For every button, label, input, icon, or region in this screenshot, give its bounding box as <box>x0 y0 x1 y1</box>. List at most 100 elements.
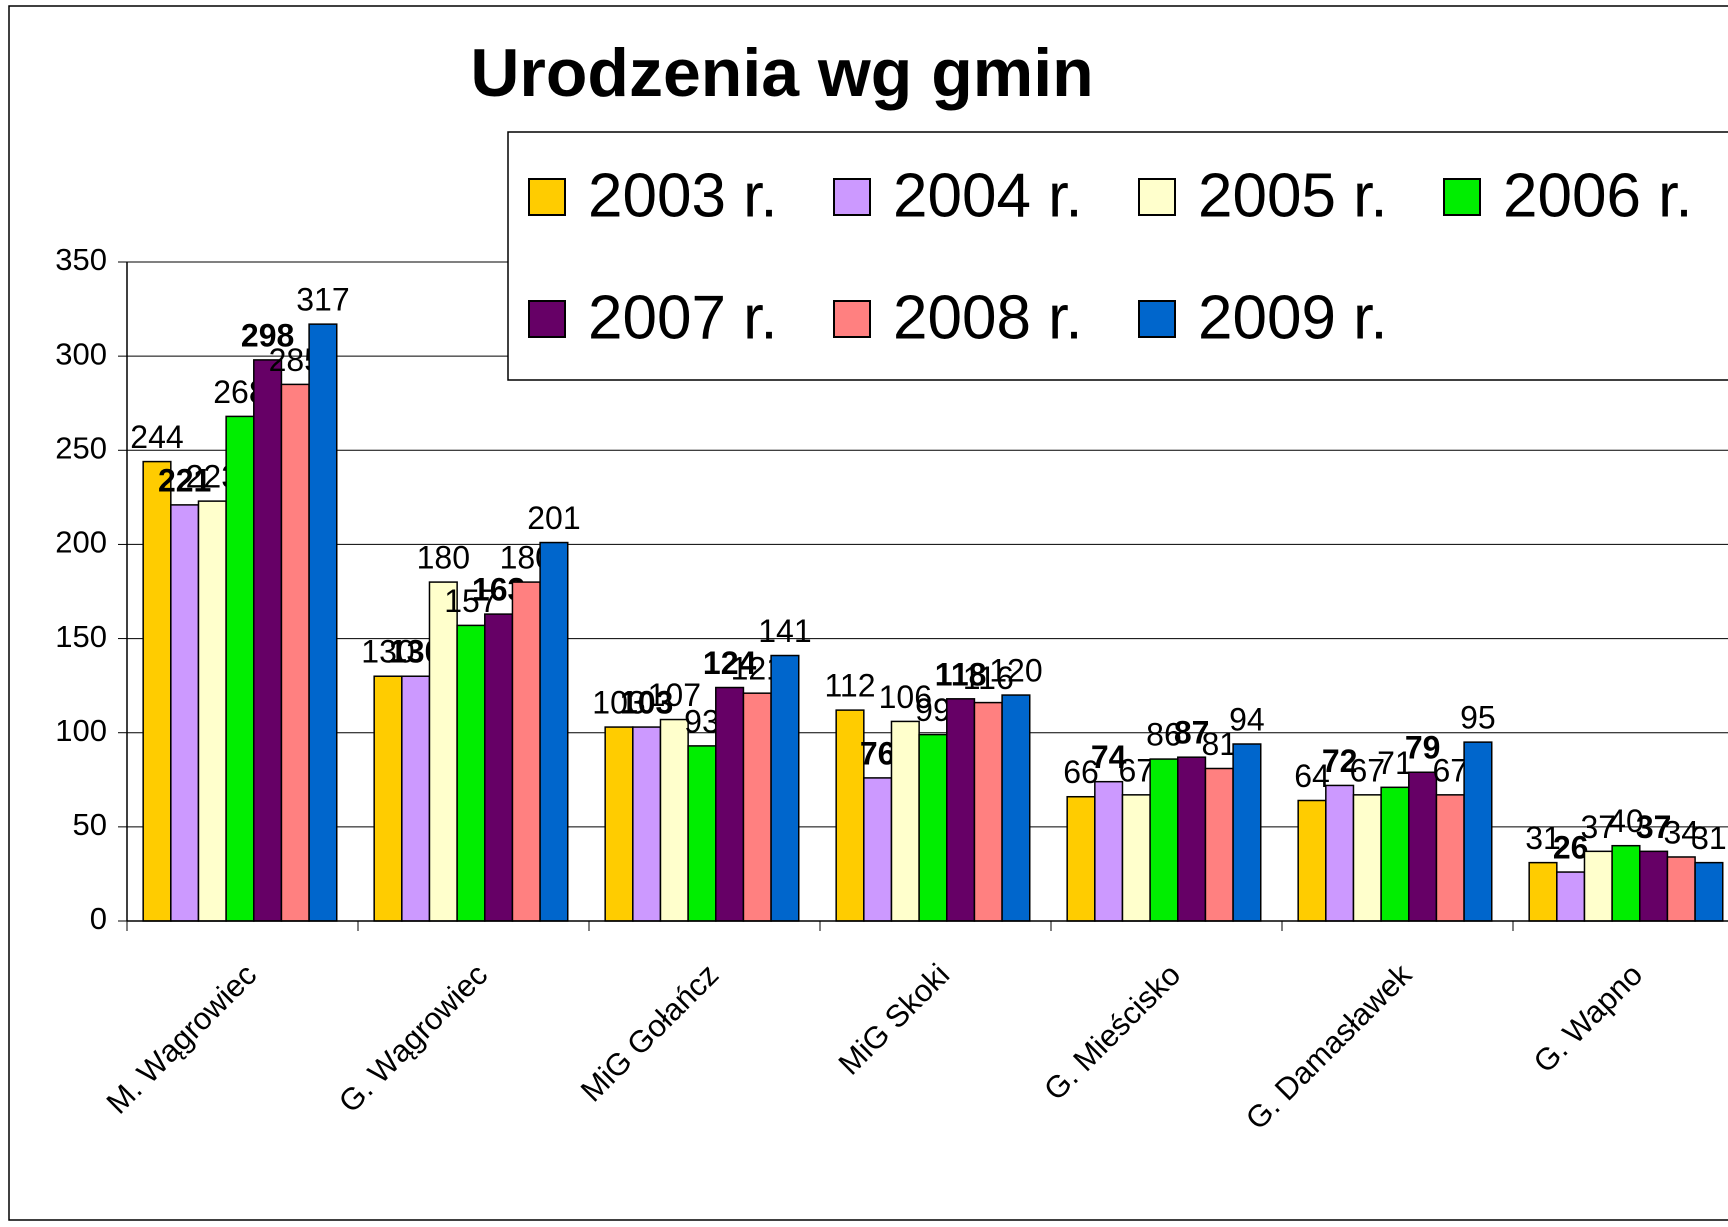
legend-swatch <box>833 300 871 338</box>
data-label: 67 <box>1432 752 1468 788</box>
legend-swatch <box>833 178 871 216</box>
data-label: 31 <box>1525 820 1561 856</box>
bar <box>1204 767 1234 922</box>
bar <box>1352 794 1382 922</box>
bar <box>1149 758 1179 922</box>
legend-label: 2007 r. <box>588 283 778 352</box>
data-label: 76 <box>860 735 896 771</box>
bar <box>946 698 976 922</box>
data-label: 67 <box>1350 752 1386 788</box>
bar <box>456 624 486 922</box>
data-label: 103 <box>592 685 645 721</box>
data-label: 72 <box>1322 743 1358 779</box>
bar <box>280 383 310 922</box>
y-tick-label: 0 <box>90 901 107 936</box>
data-label: 103 <box>620 685 673 721</box>
bar <box>1325 784 1355 922</box>
data-label: 118 <box>935 656 987 692</box>
legend-label: 2008 r. <box>893 283 1083 352</box>
bar <box>1639 850 1669 922</box>
bar <box>308 323 338 922</box>
data-label: 31 <box>1691 820 1727 856</box>
bar <box>1001 694 1031 922</box>
data-label: 141 <box>758 613 811 649</box>
bar <box>1408 771 1438 922</box>
bar <box>253 359 283 922</box>
data-label: 124 <box>703 645 757 681</box>
bar <box>1297 799 1327 922</box>
data-label: 79 <box>1405 730 1441 766</box>
data-label: 87 <box>1174 715 1210 751</box>
y-tick-label: 200 <box>55 525 107 560</box>
y-tick-label: 250 <box>55 430 107 465</box>
data-label: 157 <box>444 583 497 619</box>
bar <box>918 733 948 922</box>
bar <box>1232 743 1262 922</box>
data-label: 37 <box>1636 809 1672 845</box>
bar <box>484 613 514 922</box>
data-label: 116 <box>963 660 1014 696</box>
data-label: 180 <box>417 540 470 576</box>
legend-swatch <box>528 300 566 338</box>
legend-label: 2004 r. <box>893 161 1083 230</box>
bar <box>742 692 772 922</box>
data-label: 40 <box>1608 803 1644 839</box>
data-label: 34 <box>1663 814 1699 850</box>
bar <box>632 726 662 922</box>
data-label: 106 <box>879 679 932 715</box>
bar <box>225 415 255 922</box>
bar <box>604 726 634 922</box>
data-label: 99 <box>915 692 951 728</box>
data-label: 94 <box>1229 701 1265 737</box>
bar <box>687 745 717 922</box>
legend-swatch <box>1138 300 1176 338</box>
bar <box>373 675 403 922</box>
legend-swatch <box>1443 178 1481 216</box>
data-label: 107 <box>648 677 701 713</box>
data-label: 71 <box>1377 745 1413 781</box>
data-label: 66 <box>1063 754 1099 790</box>
data-label: 86 <box>1146 717 1182 753</box>
bar <box>1177 756 1207 922</box>
bar <box>197 500 227 922</box>
bar <box>1556 871 1586 922</box>
y-tick-label: 100 <box>55 713 107 748</box>
bar <box>863 777 893 922</box>
bar <box>1583 850 1613 922</box>
bar <box>1694 861 1724 922</box>
data-label: 298 <box>241 317 294 353</box>
data-label: 95 <box>1460 700 1496 736</box>
bar <box>1528 861 1558 922</box>
bar <box>1611 844 1641 922</box>
legend-label: 2009 r. <box>1198 283 1388 352</box>
bar <box>511 581 541 922</box>
bar <box>170 504 200 922</box>
bar <box>659 718 689 922</box>
bar <box>1463 741 1493 922</box>
data-label: 201 <box>527 500 580 536</box>
bar <box>890 720 920 922</box>
data-label: 74 <box>1091 739 1127 775</box>
bar <box>1435 794 1465 922</box>
bar <box>1666 856 1696 922</box>
bar <box>1066 795 1096 922</box>
bar <box>401 675 431 922</box>
data-label: 81 <box>1201 726 1237 762</box>
bar <box>770 654 800 922</box>
data-label: 244 <box>130 419 183 455</box>
data-label: 67 <box>1119 752 1155 788</box>
bar <box>428 581 458 922</box>
bar <box>715 686 745 922</box>
data-label: 130 <box>361 634 414 670</box>
legend-swatch <box>1138 178 1176 216</box>
data-label: 37 <box>1581 809 1617 845</box>
bar <box>1380 786 1410 922</box>
data-label: 112 <box>824 668 875 704</box>
y-tick-label: 300 <box>55 336 107 371</box>
y-tick-label: 50 <box>73 807 107 842</box>
data-label: 221 <box>158 462 211 498</box>
bar <box>1121 794 1151 922</box>
data-label: 26 <box>1553 829 1589 865</box>
legend-swatch <box>528 178 566 216</box>
